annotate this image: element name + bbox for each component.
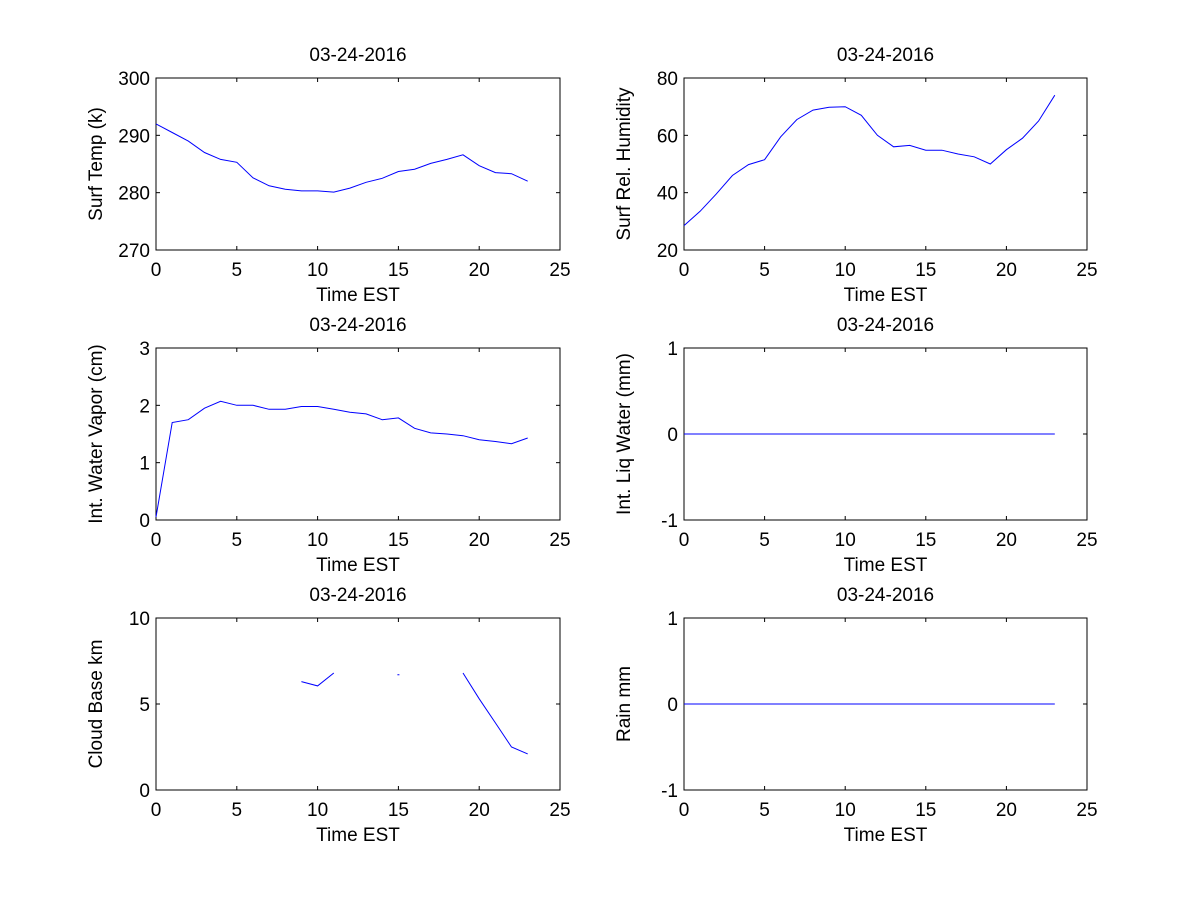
rain-ytick-label: 1	[667, 609, 678, 630]
int-water-vapor-xtick-label: 5	[232, 530, 243, 551]
surf-temp-xtick-label: 25	[549, 260, 570, 281]
int-water-vapor-xtick-label: 10	[307, 530, 328, 551]
int-water-vapor-title: 03-24-2016	[309, 315, 406, 336]
rain-xlabel: Time EST	[844, 825, 928, 846]
surf-temp-ytick-label: 290	[118, 126, 150, 147]
cloud-base-series-line	[301, 672, 335, 687]
int-water-vapor-ytick-label: 3	[139, 339, 150, 360]
surf-temp-ytick-label: 280	[118, 184, 150, 205]
int-liq-water-ytick-label: 1	[667, 339, 678, 360]
cloud-base-xtick-label: 5	[232, 800, 243, 821]
surf-rel-humidity-series-line	[683, 94, 1056, 226]
surf-temp-xtick-label: 5	[232, 260, 243, 281]
int-liq-water-ytick-label: 0	[667, 425, 678, 446]
rain-xtick-label: 5	[759, 800, 770, 821]
rain-xtick-label: 15	[915, 800, 936, 821]
int-water-vapor-plot-frame	[155, 347, 561, 521]
int-liq-water-xtick-label: 5	[759, 530, 770, 551]
surf-temp-xtick-label: 20	[469, 260, 490, 281]
rain-xtick-label: 20	[996, 800, 1017, 821]
cloud-base-xtick-label: 15	[388, 800, 409, 821]
surf-rel-humidity-xtick-label: 25	[1076, 260, 1097, 281]
int-water-vapor-xtick-label: 25	[549, 530, 570, 551]
int-liq-water-xtick-label: 10	[835, 530, 856, 551]
int-water-vapor-ytick-label: 0	[139, 511, 150, 532]
int-water-vapor-ytick-label: 1	[139, 454, 150, 475]
cloud-base-ytick-label: 0	[139, 781, 150, 802]
cloud-base-plot-frame	[155, 617, 561, 791]
surf-temp-ytick-label: 300	[118, 69, 150, 90]
cloud-base-xtick-label: 0	[151, 800, 162, 821]
int-water-vapor-ylabel: Int. Water Vapor (cm)	[86, 344, 107, 523]
int-water-vapor-axes: 0 5 10 15 20 25 0 1 2 3 03-24-2016 Time EST Int. Wat…	[86, 315, 571, 576]
surf-temp-xtick-label: 15	[388, 260, 409, 281]
surf-temp-ylabel: Surf Temp (k)	[86, 107, 107, 221]
rain-xtick-label: 10	[835, 800, 856, 821]
surf-rel-humidity-ytick-label: 60	[657, 126, 678, 147]
surf-temp-xtick-label: 10	[307, 260, 328, 281]
int-water-vapor-series-line	[155, 400, 528, 518]
surf-rel-humidity-ytick-label: 40	[657, 184, 678, 205]
surf-temp-axes: 0 5 10 15 20 25 270 280 290 300 03-24-2016 Time EST…	[86, 45, 571, 306]
cloud-base-xtick-label: 25	[549, 800, 570, 821]
int-liq-water-ylabel: Int. Liq Water (mm)	[614, 353, 635, 515]
rain-ytick-label: -1	[661, 781, 678, 802]
surf-temp-xtick-label: 0	[151, 260, 162, 281]
int-water-vapor-ytick-label: 2	[139, 396, 150, 417]
surf-rel-humidity-xtick-label: 0	[679, 260, 690, 281]
surf-rel-humidity-xtick-label: 20	[996, 260, 1017, 281]
surf-rel-humidity-plot-frame	[683, 77, 1088, 251]
surf-rel-humidity-xtick-label: 5	[759, 260, 770, 281]
surf-rel-humidity-axes: 0 5 10 15 20 25 20 40 60 80 03-24-2016 Time EST Surf…	[614, 45, 1098, 306]
surf-temp-xlabel: Time EST	[316, 285, 400, 306]
cloud-base-ylabel: Cloud Base km	[86, 640, 107, 769]
cloud-base-title: 03-24-2016	[309, 585, 406, 606]
cloud-base-ytick-label: 10	[129, 609, 150, 630]
cloud-base-xtick-label: 10	[307, 800, 328, 821]
cloud-base-series-line	[462, 672, 528, 755]
cloud-base-xtick-label: 20	[469, 800, 490, 821]
int-liq-water-ytick-label: -1	[661, 511, 678, 532]
cloud-base-xlabel: Time EST	[316, 825, 400, 846]
surf-temp-title: 03-24-2016	[309, 45, 406, 66]
int-liq-water-title: 03-24-2016	[837, 315, 934, 336]
int-water-vapor-xlabel: Time EST	[316, 555, 400, 576]
surf-rel-humidity-ylabel: Surf Rel. Humidity	[614, 87, 635, 241]
rain-title: 03-24-2016	[837, 585, 934, 606]
int-liq-water-xtick-label: 20	[996, 530, 1017, 551]
rain-xtick-label: 25	[1076, 800, 1097, 821]
int-water-vapor-xtick-label: 20	[469, 530, 490, 551]
cloud-base-ytick-label: 5	[139, 695, 150, 716]
surf-rel-humidity-ytick-label: 80	[657, 69, 678, 90]
int-liq-water-xtick-label: 0	[679, 530, 690, 551]
int-liq-water-xlabel: Time EST	[844, 555, 928, 576]
rain-ytick-label: 0	[667, 695, 678, 716]
surf-rel-humidity-xlabel: Time EST	[844, 285, 928, 306]
rain-xtick-label: 0	[679, 800, 690, 821]
surf-temp-plot-frame	[155, 77, 561, 251]
surf-rel-humidity-xtick-label: 15	[915, 260, 936, 281]
surf-rel-humidity-ytick-label: 20	[657, 241, 678, 262]
surf-rel-humidity-xtick-label: 10	[835, 260, 856, 281]
surf-temp-series-line	[155, 123, 528, 193]
surf-rel-humidity-title: 03-24-2016	[837, 45, 934, 66]
surf-temp-ytick-label: 270	[118, 241, 150, 262]
int-water-vapor-xtick-label: 0	[151, 530, 162, 551]
cloud-base-axes: 0 5 10 15 20 25 0 5 10 03-24-2016 Time EST Cloud Ba…	[86, 585, 571, 846]
int-liq-water-xtick-label: 15	[915, 530, 936, 551]
int-water-vapor-xtick-label: 15	[388, 530, 409, 551]
rain-ylabel: Rain mm	[614, 666, 635, 742]
int-liq-water-xtick-label: 25	[1076, 530, 1097, 551]
